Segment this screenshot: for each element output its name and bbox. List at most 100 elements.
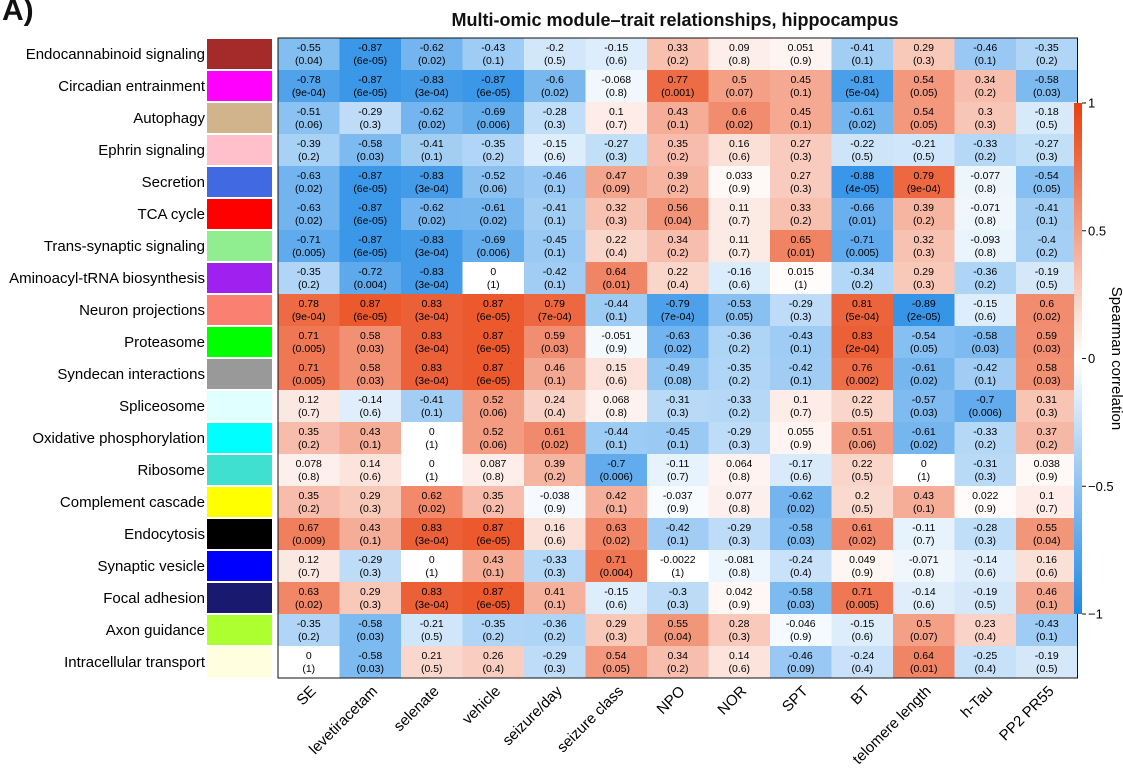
heatmap-cell: 0.24(0.4) (524, 390, 586, 423)
cell-correlation: -0.35 (1035, 42, 1059, 54)
cell-fill (770, 614, 832, 647)
cell-pvalue: (0.05) (910, 119, 937, 131)
cell-pvalue: (0.6) (728, 663, 750, 675)
cell-correlation: 0.65 (791, 234, 812, 246)
cell-correlation: -0.87 (358, 42, 382, 54)
cell-pvalue: (0.05) (910, 343, 937, 355)
cell-fill (893, 166, 955, 199)
cell-fill (278, 646, 340, 679)
cell-fill (585, 550, 648, 583)
heatmap-cell: -0.58(0.03) (339, 134, 402, 167)
cell-fill (831, 390, 894, 423)
cell-correlation: -0.87 (358, 202, 382, 214)
heatmap-cell: -0.41(0.1) (831, 38, 894, 71)
cell-correlation: -0.53 (727, 298, 751, 310)
cell-correlation: 0.33 (791, 202, 812, 214)
heatmap-cell: 0.87(6e-05) (462, 358, 525, 391)
cell-fill (339, 294, 402, 327)
cell-pvalue: (6e-05) (353, 247, 387, 259)
cell-correlation: 0.41 (545, 586, 566, 598)
cell-pvalue: (3e-04) (415, 375, 449, 387)
cell-fill (278, 166, 340, 199)
heatmap-cell: -0.046(0.9) (770, 614, 832, 647)
heatmap-cell: 0.35(0.2) (647, 134, 709, 167)
heatmap-cell: -0.83(3e-04) (401, 262, 463, 295)
heatmap-cell: -0.081(0.8) (708, 550, 771, 583)
cell-correlation: 0.1 (793, 394, 808, 406)
cell-pvalue: (0.01) (849, 215, 876, 227)
heatmap-cell: -0.41(0.1) (401, 390, 463, 423)
cell-pvalue: (9e-04) (907, 183, 941, 195)
cell-correlation: -0.28 (543, 106, 567, 118)
cell-correlation: 0.58 (360, 330, 381, 342)
cell-fill (647, 550, 709, 583)
cell-fill (462, 326, 525, 359)
cell-fill (770, 550, 832, 583)
cell-correlation: 0.37 (1037, 426, 1058, 438)
cell-fill (278, 70, 340, 103)
module-color-swatch (207, 423, 272, 453)
cell-fill (647, 102, 709, 135)
cell-correlation: 0.87 (360, 298, 381, 310)
cell-pvalue: (6e-05) (353, 311, 387, 323)
cell-pvalue: (0.02) (787, 503, 814, 515)
heatmap-cell: -0.21(0.5) (893, 134, 955, 167)
cell-fill (278, 230, 340, 263)
heatmap-cell: 0.015(1) (770, 262, 832, 295)
cell-correlation: -0.46 (789, 650, 813, 662)
cell-pvalue: (0.1) (421, 407, 443, 419)
heatmap-cell: -0.19(0.5) (954, 582, 1017, 615)
cell-correlation: -0.15 (850, 618, 874, 630)
heatmap-cell: 0.58(0.03) (1016, 358, 1078, 391)
heatmap-cell: 0.29(0.3) (893, 38, 955, 71)
cell-pvalue: (0.1) (544, 215, 566, 227)
cell-pvalue: (0.2) (974, 439, 996, 451)
cell-pvalue: (0.2) (974, 151, 996, 163)
heatmap-cell: -0.15(0.6) (585, 38, 648, 71)
cell-correlation: 0.83 (422, 298, 443, 310)
cell-pvalue: (0.02) (295, 183, 322, 195)
cell-pvalue: (0.1) (482, 567, 504, 579)
cell-pvalue: (0.2) (298, 631, 320, 643)
heatmap-cell: -0.41(0.1) (401, 134, 463, 167)
cell-pvalue: (0.02) (418, 119, 445, 131)
cell-fill (647, 166, 709, 199)
cell-fill (462, 454, 525, 487)
cell-fill (1016, 166, 1078, 199)
cell-fill (401, 102, 463, 135)
cell-correlation: -0.87 (358, 170, 382, 182)
cell-correlation: -0.31 (973, 458, 997, 470)
cell-correlation: -0.58 (358, 138, 382, 150)
heatmap-cell: -0.72(0.004) (339, 262, 402, 295)
heatmap-cell: 0(1) (401, 550, 463, 583)
heatmap-cell: -0.63(0.02) (278, 198, 340, 231)
heatmap-cell: -0.58(0.03) (770, 582, 832, 615)
heatmap-cell: -0.35(0.2) (462, 614, 525, 647)
cell-correlation: 0 (429, 554, 435, 566)
heatmap-cell: -0.62(0.02) (401, 198, 463, 231)
cell-fill (339, 326, 402, 359)
cell-fill (893, 102, 955, 135)
cell-pvalue: (0.2) (298, 503, 320, 515)
cell-fill (524, 134, 586, 167)
cell-correlation: 0.43 (483, 554, 504, 566)
cell-correlation: -0.41 (420, 394, 444, 406)
heatmap-cell: 0.21(0.5) (401, 646, 463, 679)
cell-pvalue: (6e-05) (353, 55, 387, 67)
cell-correlation: 0 (429, 426, 435, 438)
heatmap-cell: -0.7(0.006) (585, 454, 648, 487)
heatmap-cell: 0.58(0.03) (339, 326, 402, 359)
cell-fill (401, 326, 463, 359)
cell-fill (585, 38, 648, 71)
cell-pvalue: (9e-04) (292, 87, 326, 99)
cell-fill (831, 134, 894, 167)
cell-correlation: 0.58 (1037, 362, 1058, 374)
cell-fill (647, 358, 709, 391)
cell-pvalue: (0.7) (790, 407, 812, 419)
heatmap-cell: 0.1(0.7) (1016, 486, 1078, 519)
cell-fill (831, 518, 894, 551)
cell-correlation: 0.39 (914, 202, 935, 214)
module-color-swatch (207, 487, 272, 517)
cell-pvalue: (0.2) (298, 439, 320, 451)
cell-fill (278, 38, 340, 71)
